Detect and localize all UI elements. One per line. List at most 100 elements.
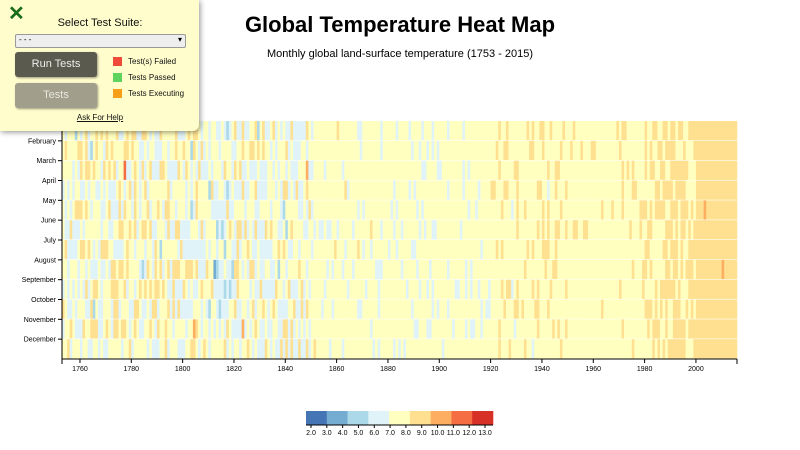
heatmap-cell	[159, 180, 163, 200]
heatmap-cell	[210, 121, 214, 141]
heatmap-cell	[334, 180, 337, 200]
heatmap-cell	[210, 160, 214, 180]
heatmap-cell	[154, 339, 158, 359]
heatmap-cell	[138, 240, 142, 260]
heatmap-cell	[452, 200, 455, 220]
heatmap-cell	[475, 121, 479, 141]
heatmap-cell	[477, 339, 481, 359]
heatmap-cell	[454, 180, 458, 200]
heatmap-cell	[313, 339, 317, 359]
heatmap-cell	[688, 319, 692, 339]
heatmap-cell	[269, 299, 273, 319]
heatmap-cell	[583, 259, 586, 280]
heatmap-cell	[649, 140, 653, 161]
heatmap-cell	[69, 240, 73, 260]
heatmap-cell	[652, 220, 656, 240]
heatmap-cell	[577, 299, 581, 319]
heatmap-cell	[233, 121, 237, 141]
heatmap-cell	[608, 180, 612, 200]
heatmap-cell	[683, 200, 686, 220]
heatmap-cell	[244, 259, 248, 280]
heatmap-cell	[146, 200, 150, 220]
close-icon[interactable]: ✕	[8, 3, 25, 25]
heatmap-cell	[400, 279, 404, 299]
heatmap-cell	[331, 200, 335, 220]
heatmap-cell	[346, 140, 350, 161]
y-tick-label: July	[44, 238, 57, 245]
heatmap-cell	[711, 279, 715, 299]
test-suite-select[interactable]: - - - ▾	[15, 34, 186, 48]
heatmap-cell	[303, 259, 307, 280]
heatmap-cell	[233, 200, 237, 220]
heatmap-cell	[721, 200, 725, 220]
heatmap-cell	[541, 279, 545, 299]
heatmap-cell	[159, 339, 163, 359]
heatmap-cell	[539, 339, 543, 359]
heatmap-cell	[690, 140, 694, 161]
heatmap-cell	[485, 299, 489, 319]
heatmap-cell	[613, 279, 617, 299]
heatmap-cell	[352, 339, 355, 359]
heatmap-cell	[231, 121, 235, 141]
heatmap-cell	[606, 180, 609, 200]
heatmap-cell	[467, 200, 471, 220]
heatmap-cell	[685, 180, 689, 200]
heatmap-cell	[716, 180, 720, 200]
heatmap-cell	[231, 279, 235, 299]
heatmap-cell	[657, 121, 661, 141]
heatmap-cell	[403, 200, 407, 220]
heatmap-cell	[598, 259, 602, 280]
heatmap-cell	[208, 220, 212, 240]
heatmap-cell	[421, 160, 425, 180]
heatmap-cell	[508, 279, 512, 299]
heatmap-cell	[544, 200, 548, 220]
heatmap-cell	[359, 180, 363, 200]
heatmap-cell	[380, 279, 384, 299]
heatmap-cell	[413, 140, 417, 161]
tests-button[interactable]: Tests	[15, 83, 97, 108]
heatmap-cell	[115, 259, 119, 280]
heatmap-cell	[565, 319, 568, 339]
heatmap-cell	[695, 339, 699, 359]
chevron-down-icon: ▾	[177, 35, 182, 44]
heatmap-cell	[395, 240, 399, 260]
heatmap-cell	[398, 121, 402, 141]
heatmap-cell	[249, 339, 253, 359]
heatmap-cell	[477, 299, 481, 319]
heatmap-cell	[449, 220, 453, 240]
run-tests-button[interactable]: Run Tests	[15, 52, 97, 77]
heatmap-cell	[554, 180, 558, 200]
heatmap-cell	[287, 160, 291, 180]
heatmap-cell	[72, 180, 76, 200]
heatmap-cell	[693, 160, 697, 180]
heatmap-cell	[493, 279, 497, 299]
heatmap-cell	[151, 220, 155, 240]
test-panel: ✕ Select Test Suite: - - - ▾ Run Tests T…	[0, 0, 199, 131]
heatmap-cell	[262, 259, 266, 280]
heatmap-cell	[364, 200, 368, 220]
heatmap-cell	[259, 220, 263, 240]
heatmap-cell	[151, 180, 155, 200]
heatmap-cell	[346, 279, 350, 299]
heatmap-cell	[549, 140, 553, 161]
heatmap-cell	[146, 240, 150, 260]
heatmap-cell	[167, 259, 171, 280]
heatmap-cell	[115, 220, 119, 240]
heatmap-cell	[236, 319, 240, 339]
heatmap-cell	[223, 121, 227, 141]
heatmap-cell	[431, 160, 435, 180]
heatmap-cell	[136, 259, 140, 280]
heatmap-cell	[249, 160, 253, 180]
heatmap-cell	[280, 259, 284, 280]
heatmap-cell	[467, 279, 471, 299]
heatmap-cell	[464, 160, 468, 180]
heatmap-cell	[233, 220, 237, 240]
heatmap-cell	[511, 121, 515, 141]
heatmap-cell	[377, 319, 381, 339]
heatmap-cell	[598, 180, 602, 200]
ask-for-help-link[interactable]: Ask For Help	[76, 113, 124, 122]
heatmap-cell	[352, 240, 355, 260]
heatmap-cell	[667, 121, 671, 141]
heatmap-cell	[344, 240, 348, 260]
heatmap-cell	[313, 319, 317, 339]
